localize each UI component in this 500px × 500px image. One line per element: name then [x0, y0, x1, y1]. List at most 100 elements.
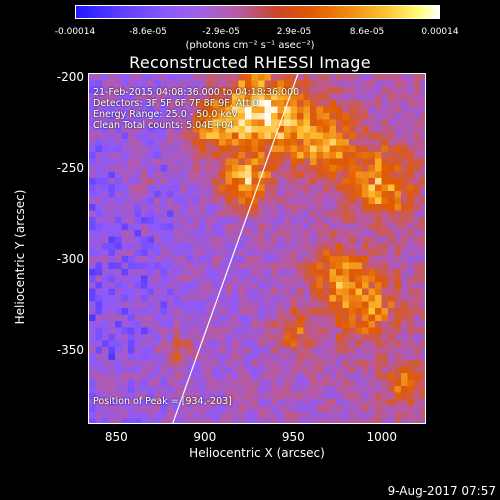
heatmap-cell — [225, 197, 233, 205]
heatmap-cell — [336, 126, 344, 134]
heatmap-cell — [329, 165, 337, 173]
heatmap-cell — [323, 132, 331, 140]
heatmap-cell — [219, 360, 227, 368]
heatmap-cell — [362, 126, 370, 134]
heatmap-cell — [219, 93, 227, 101]
heatmap-cell — [193, 87, 201, 95]
heatmap-cell — [141, 295, 149, 303]
heatmap-cell — [245, 132, 253, 140]
heatmap-cell — [167, 282, 175, 290]
heatmap-cell — [89, 132, 97, 140]
heatmap-cell — [277, 126, 285, 134]
heatmap-cell — [134, 282, 142, 290]
heatmap-cell — [414, 334, 422, 342]
heatmap-cell — [407, 321, 415, 329]
heatmap-cell — [388, 262, 396, 270]
heatmap-cell — [310, 379, 318, 387]
heatmap-cell — [388, 275, 396, 283]
heatmap-cell — [141, 262, 149, 270]
heatmap-cell — [245, 269, 253, 277]
heatmap-cell — [375, 87, 383, 95]
heatmap-cell — [414, 178, 422, 186]
heatmap-cell — [199, 405, 207, 413]
heatmap-cell — [199, 74, 207, 82]
heatmap-cell — [180, 288, 188, 296]
heatmap-cell — [258, 126, 266, 134]
heatmap-cell — [193, 321, 201, 329]
heatmap-cell — [89, 282, 97, 290]
heatmap-cell — [290, 405, 298, 413]
heatmap-cell — [238, 373, 246, 381]
heatmap-cell — [180, 210, 188, 218]
heatmap-cell — [212, 145, 220, 153]
heatmap-cell — [271, 392, 279, 400]
heatmap-cell — [375, 74, 383, 82]
heatmap-cell — [147, 145, 155, 153]
heatmap-cell — [316, 308, 324, 316]
heatmap-cell — [375, 275, 383, 283]
annotation-counts: Clean Total counts: 5.04E+04 — [93, 120, 234, 131]
heatmap-cell — [102, 171, 110, 179]
heatmap-cell — [407, 301, 415, 309]
heatmap-cell — [316, 113, 324, 121]
heatmap-cell — [160, 392, 168, 400]
heatmap-cell — [180, 418, 188, 423]
heatmap-cell — [362, 191, 370, 199]
heatmap-cell — [381, 308, 389, 316]
heatmap-cell — [160, 405, 168, 413]
heatmap-cell — [95, 158, 103, 166]
heatmap-cell — [310, 373, 318, 381]
heatmap-cell — [284, 269, 292, 277]
heatmap-cell — [303, 321, 311, 329]
heatmap-cell — [89, 340, 97, 348]
heatmap-cell — [362, 204, 370, 212]
heatmap-cell — [128, 217, 136, 225]
heatmap-cell — [225, 386, 233, 394]
heatmap-cell — [219, 334, 227, 342]
heatmap-cell — [95, 100, 103, 108]
heatmap-cell — [388, 74, 396, 82]
heatmap-cell — [414, 145, 422, 153]
heatmap-cell — [206, 87, 214, 95]
heatmap-cell — [173, 366, 181, 374]
heatmap-cell — [362, 243, 370, 251]
heatmap-cell — [193, 80, 201, 88]
heatmap-cell — [394, 262, 402, 270]
heatmap-cell — [180, 165, 188, 173]
heatmap-cell — [381, 158, 389, 166]
heatmap-cell — [303, 347, 311, 355]
heatmap-cell — [121, 275, 129, 283]
heatmap-cell — [180, 347, 188, 355]
heatmap-cell — [310, 353, 318, 361]
heatmap-cell — [362, 178, 370, 186]
heatmap-cell — [264, 386, 272, 394]
heatmap-cell — [323, 327, 331, 335]
heatmap-cell — [394, 113, 402, 121]
heatmap-cell — [251, 282, 259, 290]
heatmap-cell — [173, 178, 181, 186]
heatmap-cell — [284, 301, 292, 309]
heatmap-cell — [173, 243, 181, 251]
heatmap-cell — [199, 360, 207, 368]
heatmap-cell — [401, 373, 409, 381]
heatmap-cell — [154, 405, 162, 413]
heatmap-cell — [219, 373, 227, 381]
heatmap-cell — [336, 106, 344, 114]
heatmap-cell — [375, 314, 383, 322]
heatmap-cell — [362, 379, 370, 387]
heatmap-cell — [323, 191, 331, 199]
heatmap-cell — [173, 347, 181, 355]
heatmap-cell — [297, 191, 305, 199]
heatmap-cell — [134, 301, 142, 309]
heatmap-cell — [355, 74, 363, 82]
heatmap-cell — [173, 308, 181, 316]
heatmap-cell — [108, 230, 116, 238]
heatmap-cell — [89, 360, 97, 368]
heatmap-cell — [310, 152, 318, 160]
heatmap-cell — [141, 100, 149, 108]
heatmap-cell — [368, 308, 376, 316]
heatmap-cell — [407, 191, 415, 199]
heatmap-cell — [238, 236, 246, 244]
heatmap-cell — [89, 243, 97, 251]
heatmap-cell — [219, 353, 227, 361]
